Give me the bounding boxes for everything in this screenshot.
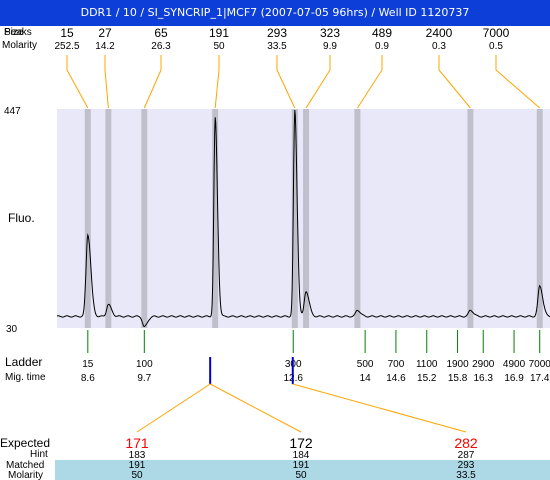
- ladder-size-label: 4900: [503, 359, 526, 370]
- peak-connector-lower: [66, 69, 89, 109]
- ladder-time-label: 17.4: [530, 373, 550, 384]
- ladder-size-label: 1100: [416, 359, 438, 370]
- matched-value: 293: [458, 460, 475, 471]
- ladder-time-label: 14: [360, 373, 372, 384]
- expected-value: 172: [289, 435, 313, 451]
- y-min-label: 30: [6, 324, 18, 335]
- expected-molarity-value: 33.5: [456, 470, 476, 480]
- expected-value: 282: [454, 435, 478, 451]
- peak-connector-lower: [104, 69, 109, 109]
- peak-band-191: [212, 109, 219, 328]
- size-label: Size: [4, 27, 24, 38]
- expected-connector: [292, 383, 467, 433]
- peak-molarity-label: 252.5: [54, 41, 79, 52]
- peak-connector-lower: [214, 69, 220, 109]
- peak-size-label: 323: [320, 26, 340, 40]
- ladder-time-label: 16.9: [504, 373, 524, 384]
- peak-band-2400: [467, 109, 474, 328]
- ladder-size-label: 1900: [446, 359, 469, 370]
- peak-molarity-label: 26.3: [151, 41, 171, 52]
- ladder-size-label: 7000: [529, 359, 550, 370]
- migtime-label: Mig. time: [5, 372, 46, 383]
- peak-size-label: 7000: [483, 26, 510, 40]
- hint-value: 184: [293, 450, 310, 461]
- peak-connector-lower: [305, 69, 331, 109]
- fluorescence-trace: [56, 110, 550, 328]
- expected-value: 171: [125, 435, 149, 451]
- peak-molarity-label: 0.5: [489, 41, 503, 52]
- peak-molarity-label: 14.2: [95, 41, 115, 52]
- peak-size-label: 191: [209, 26, 229, 40]
- ladder-size-label: 100: [136, 359, 153, 370]
- peak-band-323: [303, 109, 310, 328]
- peaks-header: Size Peaks Molarity: [2, 27, 37, 51]
- y-max-label: 447: [4, 106, 21, 117]
- peak-connectors: [66, 55, 541, 109]
- window-title: DDR1 / 10 / SI_SYNCRIP_1|MCF7 (2007-07-0…: [0, 0, 550, 26]
- peak-connector-lower: [438, 69, 471, 109]
- peaks-label: Peaks: [4, 27, 32, 38]
- peak-connector-lower: [276, 69, 296, 109]
- peak-band-27: [105, 109, 112, 328]
- peak-size-label: 489: [372, 26, 392, 40]
- peak-band-65: [141, 109, 148, 328]
- ladder-time-label: 15.2: [417, 373, 437, 384]
- expected-label: Expected: [0, 436, 50, 450]
- hint-value: 183: [129, 450, 146, 461]
- matched-row-background: [55, 460, 550, 480]
- peak-band-489: [354, 109, 361, 328]
- ladder-time-label: 14.6: [386, 373, 406, 384]
- ladder-time-label: 9.7: [137, 373, 151, 384]
- expected-connector: [136, 383, 211, 433]
- peak-size-label: 65: [154, 26, 168, 40]
- peak-connector-lower: [357, 69, 383, 109]
- ladder-size-label: 700: [388, 359, 405, 370]
- ladder-ticks: [87, 330, 541, 353]
- expected-molarity-label: Molarity: [8, 470, 43, 480]
- ladder-label: Ladder: [5, 355, 42, 369]
- peak-molarity-label: 9.9: [323, 41, 337, 52]
- peak-band-7000: [536, 109, 543, 328]
- ladder-time-label: 8.6: [81, 373, 95, 384]
- peak-size-label: 2400: [426, 26, 453, 40]
- peak-band-293: [291, 109, 298, 328]
- peak-band-15: [84, 109, 91, 328]
- ladder-time-label: 15.8: [448, 373, 468, 384]
- ladder-size-label: 2900: [472, 359, 495, 370]
- ladder-time-label: 16.3: [474, 373, 494, 384]
- matched-label: Matched: [6, 460, 44, 471]
- peak-molarity-label: 50: [213, 41, 225, 52]
- peak-molarity-label: 33.5: [267, 41, 287, 52]
- peak-molarity-label: 0.9: [375, 41, 389, 52]
- hint-value: 287: [458, 450, 475, 461]
- peak-connector-lower: [143, 69, 162, 109]
- y-axis-label: Fluo.: [8, 211, 35, 225]
- peak-connector-lower: [495, 69, 541, 109]
- expected-molarity-value: 50: [295, 470, 307, 480]
- ladder-size-label: 500: [357, 359, 374, 370]
- matched-value: 191: [293, 460, 310, 471]
- expected-markers: [136, 357, 467, 433]
- ladder-labels: 158.61009.730012.65001470014.6110015.219…: [81, 359, 550, 384]
- matched-value: 191: [129, 460, 146, 471]
- peak-bands: [84, 109, 543, 328]
- expected-connector: [209, 383, 302, 433]
- peak-molarity-label: 0.3: [432, 41, 446, 52]
- peak-size-label: 293: [267, 26, 287, 40]
- molarity-label: Molarity: [2, 40, 37, 51]
- ladder-size-label: 15: [82, 359, 94, 370]
- hint-label: Hint: [30, 449, 48, 460]
- expected-molarity-value: 50: [131, 470, 143, 480]
- peak-size-label: 27: [98, 26, 112, 40]
- peak-size-label: 15: [60, 26, 74, 40]
